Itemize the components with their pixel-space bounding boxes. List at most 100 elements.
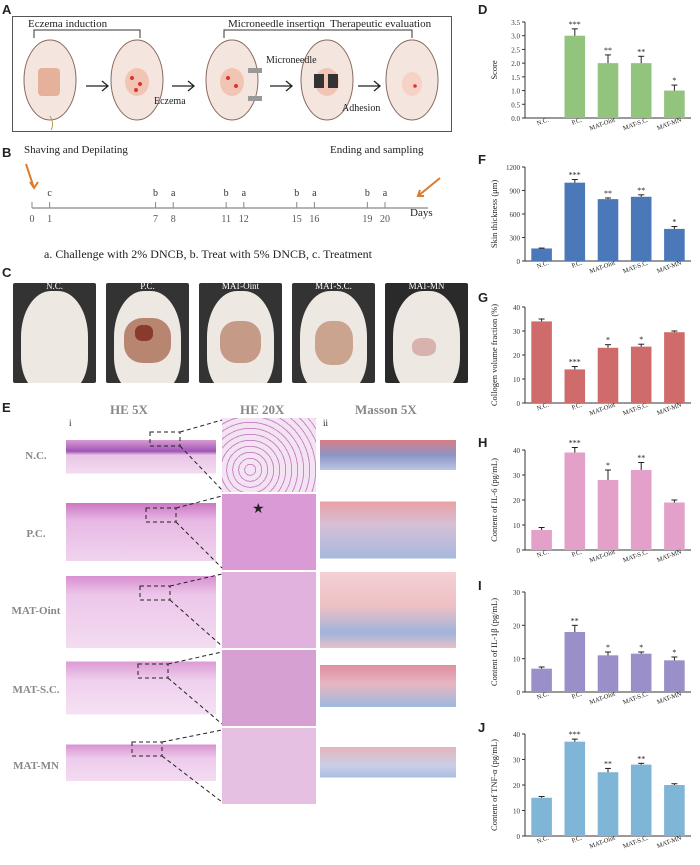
timeline-start-label: Shaving and Depilating [24, 144, 128, 156]
y-tick-label: 0.0 [511, 115, 520, 123]
x-tick-label: P.C. [571, 834, 584, 844]
significance-label: *** [569, 171, 581, 180]
x-tick-label: N.C. [536, 834, 550, 845]
y-tick-label: 40 [513, 304, 521, 312]
x-tick-label: P.C. [571, 401, 584, 411]
x-tick-label: MAT-S.C. [622, 259, 650, 275]
bar [564, 632, 586, 692]
zoom-lines [131, 419, 223, 803]
he5x-mat-oint [66, 572, 216, 648]
timeline: 0 1 c 7 b 8 a 11 b 12 a 15 b 16 a 19 b 20 a [25, 163, 441, 225]
timeline-day-label: 7 [153, 214, 158, 225]
x-tick-label: MAT-MN [656, 690, 683, 705]
x-tick-label: MAT-S.C. [622, 548, 650, 564]
bar [630, 653, 652, 692]
he5x-pc [66, 494, 216, 570]
significance-label: ** [637, 186, 645, 195]
bar [597, 199, 619, 261]
panel-label-b: B [2, 145, 12, 160]
panel-label-a: A [2, 2, 12, 17]
masson-pc [320, 494, 456, 570]
timeline-day-label: 8 [171, 214, 176, 225]
panel-label-e: E [2, 400, 11, 415]
x-tick-label: MAT-S.C. [622, 116, 650, 132]
significance-label: * [639, 643, 643, 652]
significance-label: ** [571, 616, 579, 625]
y-axis-label: Score [489, 60, 499, 80]
y-tick-label: 30 [513, 757, 521, 765]
x-tick-label: MAT-MN [656, 116, 683, 131]
y-tick-label: 30 [513, 328, 521, 336]
photo-pc: P.C. [106, 283, 189, 383]
y-tick-label: 0 [517, 833, 521, 841]
x-tick-label: MAT-Oint [589, 691, 617, 707]
y-tick-label: 10 [513, 522, 521, 530]
timeline-event-label: a [242, 188, 247, 199]
y-tick-label: 600 [510, 211, 521, 219]
photo-label: P.C. [140, 283, 155, 291]
schematic-drawing [23, 26, 439, 130]
he5x-mat-mn [66, 728, 216, 804]
bar [630, 346, 652, 403]
x-tick-label: MAT-S.C. [622, 401, 650, 417]
significance-label: * [672, 648, 676, 657]
x-tick-label: MAT-S.C. [622, 690, 650, 706]
label-eczema: Eczema [154, 96, 186, 107]
y-tick-label: 0 [517, 400, 521, 408]
he20x-pc: ★ [222, 494, 316, 570]
bar [531, 530, 552, 550]
bar [531, 797, 552, 836]
panel-label-h: H [478, 435, 488, 450]
x-tick-label: N.C. [536, 690, 550, 701]
col-masson5x: Masson 5X [355, 402, 417, 417]
masson-mat-oint [320, 572, 456, 648]
bar [531, 248, 552, 261]
bar [597, 63, 619, 118]
timeline-days-label: Days [410, 207, 433, 219]
bar [597, 347, 619, 403]
significance-label: ** [604, 189, 612, 198]
timeline-day-label: 19 [362, 214, 372, 225]
significance-label: ** [604, 46, 612, 55]
timeline-event-label: c [47, 188, 52, 199]
x-tick-label: MAT-Oint [589, 402, 617, 418]
y-tick-label: 0 [517, 689, 521, 697]
significance-label: ** [604, 759, 612, 768]
timeline-event-label: b [153, 188, 158, 199]
y-tick-label: 3.5 [511, 19, 520, 27]
timeline-event-label: a [171, 188, 176, 199]
y-tick-label: 30 [513, 589, 521, 597]
photo-mat-sc: MAT-S.C. [292, 283, 375, 383]
x-tick-label: MAT-MN [656, 401, 683, 416]
bar [664, 90, 685, 118]
significance-label: *** [569, 358, 581, 367]
he20x-mat-sc [222, 650, 316, 726]
sub-label-ii: ii [323, 418, 329, 428]
masson-mat-mn [320, 728, 456, 804]
timeline-day-label: 20 [380, 214, 390, 225]
bar [564, 35, 586, 118]
x-tick-label: P.C. [571, 690, 584, 700]
y-tick-label: 0 [517, 258, 521, 266]
label-eczema-induction: Eczema induction [28, 18, 108, 30]
masson-nc: ii [320, 418, 456, 492]
panel-label-c: C [2, 265, 12, 280]
photo-nc: N.C. [13, 283, 96, 383]
timeline-event-label: b [294, 188, 299, 199]
col-he5x: HE 5X [110, 402, 148, 417]
bar [630, 470, 652, 550]
significance-label: ** [637, 754, 645, 763]
y-tick-label: 10 [513, 656, 521, 664]
panel-label-g: G [478, 290, 489, 305]
bar [564, 741, 586, 836]
x-tick-label: N.C. [536, 259, 550, 270]
bar [664, 502, 685, 550]
y-axis-label: Content of IL-6 (pg/mL) [489, 458, 499, 542]
significance-label: *** [569, 730, 581, 739]
y-axis-label: Content of IL-1β (pg/mL) [489, 598, 499, 686]
timeline-day-label: 0 [30, 214, 35, 225]
y-tick-label: 0.5 [511, 101, 520, 109]
